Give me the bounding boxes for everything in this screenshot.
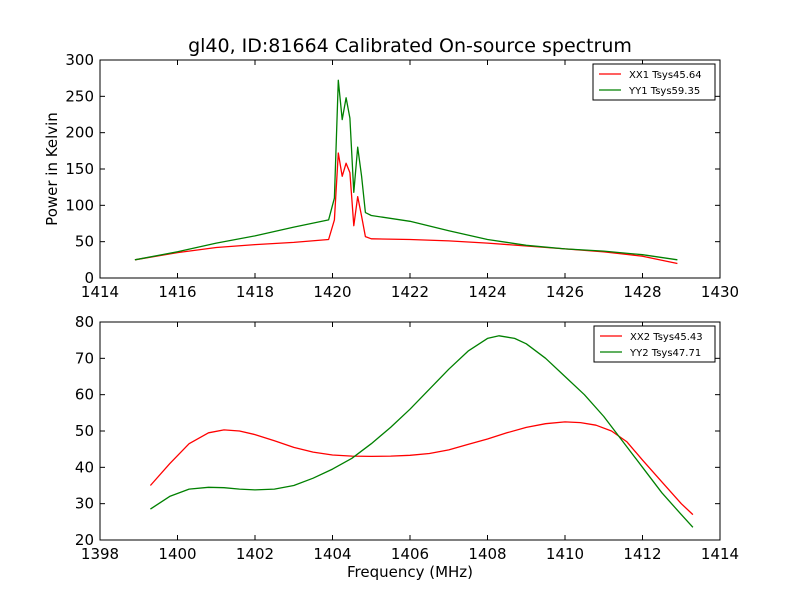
- legend: XX2 Tsys45.43 YY2 Tsys47.71: [593, 325, 716, 363]
- panel-1: 1414 1416 1418 1420 1422 1424 1426 1428 1430 0 50 1…: [43, 51, 739, 301]
- y-tick-label: 20: [75, 531, 94, 549]
- y-tick-label: 150: [65, 160, 94, 178]
- legend-box: [592, 63, 716, 101]
- x-tick-label: 1398: [81, 545, 119, 563]
- x-tick-label: 1406: [391, 545, 429, 563]
- y-tick-label: 80: [75, 313, 94, 331]
- y-tick-label: 60: [75, 386, 94, 404]
- x-tick-label: 1400: [158, 545, 196, 563]
- legend: XX1 Tsys45.64 YY1 Tsys59.35: [592, 63, 716, 101]
- y-axis-label: Power in Kelvin: [43, 112, 61, 226]
- legend-label: XX1 Tsys45.64: [629, 70, 702, 81]
- legend-label: YY1 Tsys59.35: [628, 86, 700, 97]
- x-tick-label: 1428: [623, 283, 661, 301]
- y-tick-label: 50: [75, 422, 94, 440]
- x-tick-label: 1418: [236, 283, 274, 301]
- x-axis-label: Frequency (MHz): [347, 563, 473, 581]
- x-tick-label: 1410: [546, 545, 584, 563]
- x-tick-label: 1414: [81, 283, 119, 301]
- y-tick-label: 100: [65, 196, 94, 214]
- y-tick-label: 30: [75, 495, 94, 513]
- y-tick-label: 250: [65, 87, 94, 105]
- y-tick-label: 70: [75, 349, 94, 367]
- x-tick-label: 1422: [391, 283, 429, 301]
- y-tick-label: 0: [84, 269, 94, 287]
- legend-box: [593, 325, 716, 363]
- x-tick-label: 1412: [623, 545, 661, 563]
- legend-label: YY2 Tsys47.71: [629, 348, 701, 359]
- x-tick-label: 1416: [158, 283, 196, 301]
- series-line-2: [150, 335, 694, 528]
- chart-title: gl40, ID:81664 Calibrated On-source spec…: [188, 35, 632, 57]
- x-tick-label: 1424: [468, 283, 506, 301]
- x-tick-label: 1402: [236, 545, 274, 563]
- y-tick-label: 300: [65, 51, 94, 69]
- x-tick-label: 1420: [313, 283, 351, 301]
- y-tick-label: 40: [75, 458, 94, 476]
- series-group: [149, 335, 694, 528]
- legend-label: XX2 Tsys45.43: [630, 332, 703, 343]
- x-tick-label: 1404: [313, 545, 351, 563]
- y-tick-label: 200: [65, 124, 94, 142]
- series-line-1: [149, 421, 694, 516]
- panel-2: 1398 1400 1402 1404 1406 1408 1410 1412 1414 20 30…: [75, 313, 739, 563]
- series-line-2: [134, 79, 678, 261]
- x-tick-label: 1408: [468, 545, 506, 563]
- series-group: [134, 79, 678, 265]
- x-tick-label: 1414: [701, 545, 739, 563]
- y-tick-label: 50: [75, 233, 94, 251]
- x-tick-label: 1426: [546, 283, 584, 301]
- x-tick-label: 1430: [701, 283, 739, 301]
